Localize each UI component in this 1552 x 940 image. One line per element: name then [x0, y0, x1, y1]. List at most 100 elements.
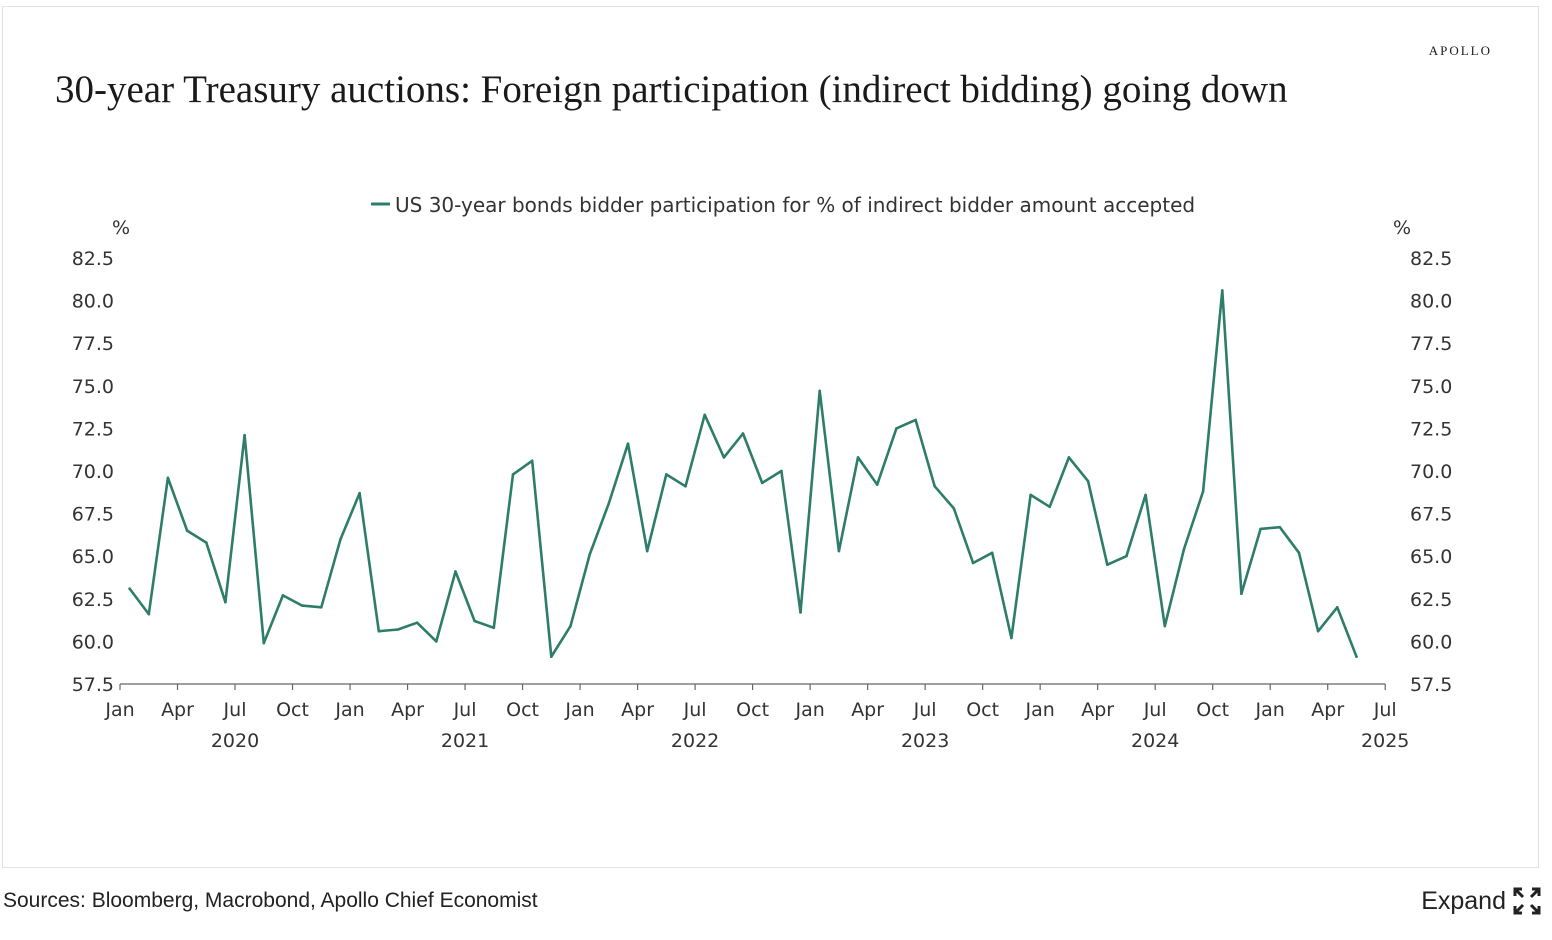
- data-point: [933, 485, 936, 488]
- chart-title: 30-year Treasury auctions: Foreign parti…: [55, 68, 1288, 111]
- y-axis-unit-right: %: [1393, 217, 1411, 239]
- x-tick-label: Jul: [913, 699, 937, 721]
- data-point: [358, 491, 361, 495]
- data-point: [1240, 592, 1243, 595]
- data-point: [396, 628, 400, 631]
- y-tick-label-left: 77.5: [72, 333, 114, 355]
- y-tick-label-left: 62.5: [72, 589, 114, 611]
- data-point: [1106, 563, 1109, 566]
- data-point: [185, 529, 189, 532]
- x-tick-label: Jul: [683, 699, 707, 721]
- x-year-label: 2020: [211, 730, 259, 752]
- data-point: [1010, 636, 1013, 640]
- data-point: [990, 551, 994, 555]
- data-point: [281, 594, 285, 597]
- x-tick-label: Jan: [104, 699, 134, 721]
- data-point: [971, 561, 975, 565]
- y-tick-label-left: 67.5: [72, 504, 114, 526]
- x-tick-label: Oct: [506, 699, 539, 721]
- data-point: [1182, 548, 1186, 551]
- y-tick-label-left: 60.0: [72, 631, 114, 653]
- expand-label: Expand: [1421, 886, 1506, 915]
- brand-logo-text: APOLLO: [1428, 43, 1492, 58]
- x-axis-years: 2020 2021 2022 2023 2024 2025: [211, 730, 1410, 752]
- data-point: [320, 606, 323, 609]
- data-point: [377, 629, 381, 633]
- data-point: [837, 549, 841, 553]
- series-points: [128, 289, 1358, 658]
- data-point: [415, 621, 419, 624]
- y-tick-label-left: 70.0: [72, 461, 114, 483]
- legend-label: US 30-year bonds bidder participation fo…: [395, 193, 1195, 217]
- data-point: [1067, 456, 1071, 459]
- y-axis-left: 57.5 60.0 62.5 65.0 67.5 70.0 72.5 75.0 77.5 80.0…: [72, 248, 114, 696]
- data-point: [952, 507, 956, 510]
- data-point: [454, 570, 457, 573]
- x-tick-label: Apr: [161, 699, 194, 721]
- y-tick-label-right: 60.0: [1410, 631, 1452, 653]
- data-point: [665, 473, 668, 476]
- data-point: [492, 626, 496, 630]
- data-point: [128, 587, 131, 590]
- data-point: [780, 469, 783, 473]
- x-tick-label: Jul: [1373, 699, 1397, 721]
- x-tick-label: Jan: [794, 699, 824, 721]
- y-tick-label-left: 57.5: [72, 674, 114, 696]
- x-tick-label: Apr: [1311, 699, 1344, 721]
- y-tick-label-right: 62.5: [1410, 589, 1452, 611]
- chart-card: APOLLO 30-year Treasury auctions: Foreig…: [2, 6, 1539, 868]
- data-point: [1316, 629, 1320, 633]
- series-line: [128, 289, 1358, 658]
- data-point: [339, 537, 342, 541]
- data-point: [262, 641, 266, 645]
- line-chart: US 30-year bonds bidder participation fo…: [72, 193, 1453, 752]
- x-tick-label: Apr: [851, 699, 884, 721]
- data-point: [856, 456, 860, 459]
- y-tick-label-right: 70.0: [1410, 461, 1452, 483]
- y-tick-label-right: 80.0: [1410, 291, 1452, 313]
- data-point: [1355, 655, 1358, 658]
- data-point: [760, 481, 764, 485]
- data-point: [1125, 554, 1128, 558]
- x-axis: Jan Apr Jul Oct Jan Apr Jul Oct Jan Apr Jul Oct Jan A…: [104, 684, 1397, 721]
- x-tick-label: Oct: [276, 699, 309, 721]
- y-tick-label-right: 65.0: [1410, 546, 1452, 568]
- y-tick-label-right: 82.5: [1410, 248, 1452, 270]
- x-tick-label: Jul: [1143, 699, 1167, 721]
- data-point: [166, 476, 170, 480]
- data-point: [626, 442, 630, 446]
- data-point: [1048, 505, 1051, 509]
- x-year-label: 2024: [1131, 730, 1179, 752]
- data-point: [1278, 525, 1282, 529]
- y-tick-label-left: 75.0: [72, 376, 114, 398]
- data-point: [550, 655, 553, 658]
- x-year-label: 2025: [1361, 730, 1409, 752]
- x-tick-label: Oct: [1196, 699, 1229, 721]
- x-tick-label: Jan: [334, 699, 364, 721]
- data-point: [1029, 493, 1032, 497]
- x-tick-label: Oct: [736, 699, 769, 721]
- data-point: [243, 433, 246, 437]
- y-tick-label-right: 77.5: [1410, 333, 1452, 355]
- x-year-label: 2022: [671, 730, 719, 752]
- data-point: [684, 485, 687, 488]
- y-tick-label-right: 72.5: [1410, 418, 1452, 440]
- x-tick-label: Apr: [1081, 699, 1114, 721]
- data-point: [1086, 479, 1090, 483]
- data-point: [645, 549, 649, 553]
- data-point: [473, 619, 476, 623]
- data-point: [1259, 527, 1262, 531]
- data-point: [1221, 289, 1224, 292]
- data-point: [435, 640, 438, 643]
- x-tick-label: Oct: [966, 699, 999, 721]
- y-tick-label-right: 67.5: [1410, 504, 1452, 526]
- data-point: [741, 432, 745, 435]
- expand-button[interactable]: Expand: [1421, 886, 1542, 916]
- x-tick-label: Jan: [1025, 699, 1055, 721]
- x-year-label: 2021: [441, 730, 489, 752]
- data-point: [799, 611, 802, 614]
- data-point: [1336, 606, 1339, 609]
- y-tick-label-left: 80.0: [72, 291, 114, 313]
- data-point: [703, 413, 706, 417]
- data-point: [875, 483, 879, 486]
